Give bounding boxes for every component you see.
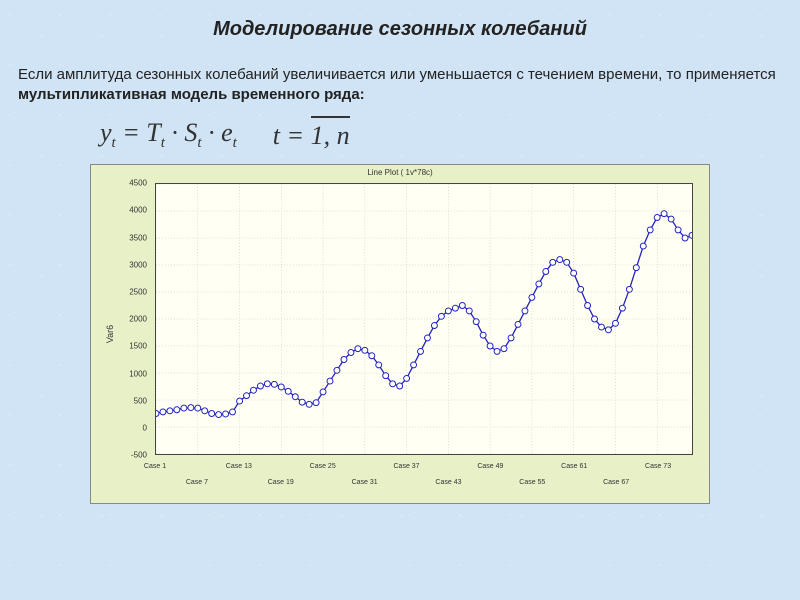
- description-bold: мультипликативная модель временного ряда…: [18, 86, 365, 103]
- ytick-label: 4500: [129, 179, 147, 188]
- xtick-label: Case 13: [226, 463, 252, 470]
- formula-range: t = 1, n: [273, 119, 350, 151]
- ytick-labels: -500050010001500200025003000350040004500: [121, 183, 151, 455]
- ytick-label: 1500: [129, 342, 147, 351]
- xtick-label: Case 25: [310, 463, 336, 470]
- page-title: Моделирование сезонных колебаний: [0, 0, 800, 41]
- description-text: Если амплитуда сезонных колебаний увелич…: [18, 66, 776, 83]
- description: Если амплитуда сезонных колебаний увелич…: [0, 41, 800, 112]
- line-plot-svg: [156, 184, 692, 454]
- xtick-label: Case 61: [561, 463, 587, 470]
- plot-area: [155, 183, 693, 455]
- xtick-label: Case 19: [268, 479, 294, 486]
- xtick-label: Case 55: [519, 479, 545, 486]
- chart-title: Line Plot ( 1v*78c): [91, 165, 709, 177]
- xtick-label: Case 49: [477, 463, 503, 470]
- formula-range-prefix: t =: [273, 121, 311, 150]
- xtick-label: Case 43: [435, 479, 461, 486]
- ytick-label: 3500: [129, 233, 147, 242]
- xtick-label: Case 31: [352, 479, 378, 486]
- ytick-label: 1000: [129, 369, 147, 378]
- chart-ylabel: Var6: [105, 325, 115, 343]
- xtick-label: Case 1: [144, 463, 166, 470]
- xtick-label: Case 37: [393, 463, 419, 470]
- ytick-label: 3000: [129, 260, 147, 269]
- xtick-label: Case 7: [186, 479, 208, 486]
- ytick-label: 0: [143, 423, 147, 432]
- xtick-label: Case 67: [603, 479, 629, 486]
- ytick-label: 500: [134, 396, 147, 405]
- formula-main: yt = Tt · St · et: [100, 118, 237, 152]
- ytick-label: 4000: [129, 206, 147, 215]
- ytick-label: 2000: [129, 315, 147, 324]
- ytick-label: -500: [131, 451, 147, 460]
- xtick-labels: Case 1Case 13Case 25Case 37Case 49Case 6…: [155, 459, 693, 503]
- chart-container: Line Plot ( 1v*78c) Var6 -500 0 500 1000 150…: [90, 164, 710, 504]
- formula-row: yt = Tt · St · et t = 1, n: [0, 112, 800, 158]
- formula-range-overline: 1, n: [311, 119, 350, 151]
- xtick-label: Case 73: [645, 463, 671, 470]
- ytick-label: 2500: [129, 287, 147, 296]
